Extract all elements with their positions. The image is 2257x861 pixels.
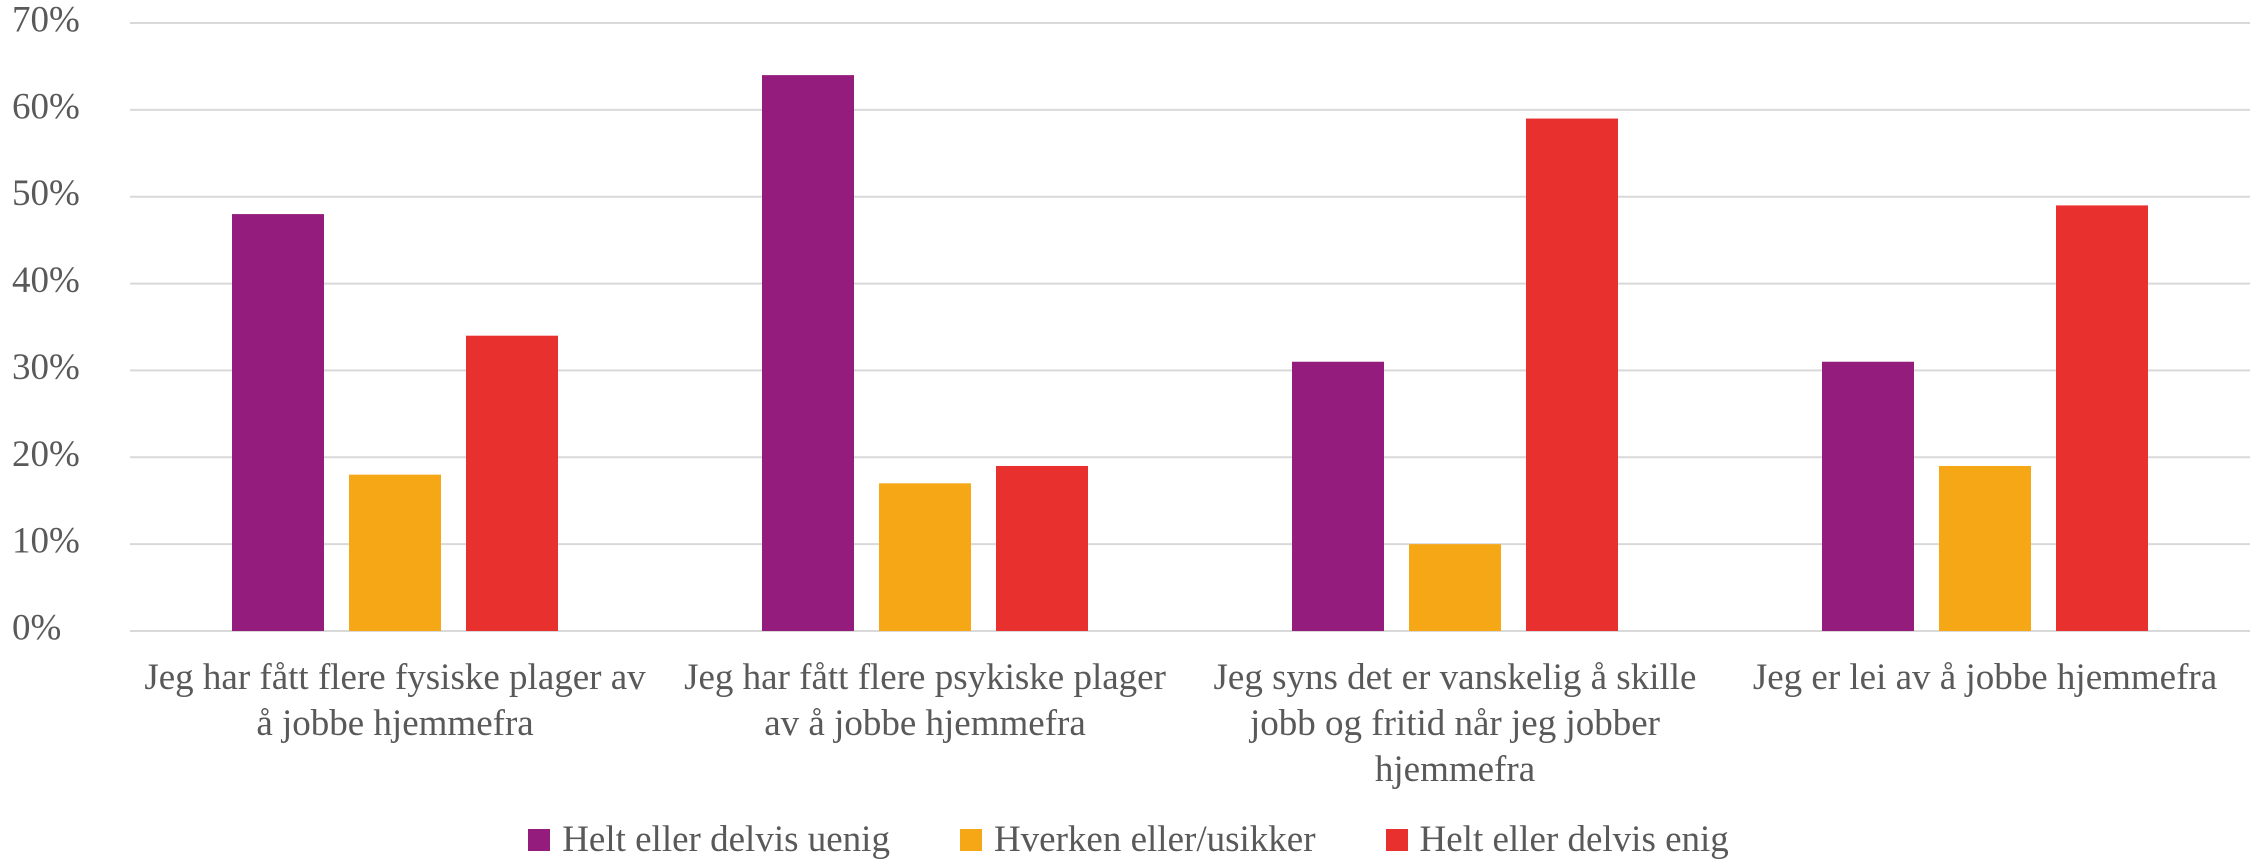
bar [1292,361,1384,631]
x-tick-label: Jeg er lei av å jobbe hjemmefra [1752,657,2218,698]
legend-label: Hverken eller/usikker [993,819,1316,860]
bar [466,335,558,631]
x-tick-label: Jeg syns det er vanskelig å skille jobb … [1213,657,1697,790]
bar [232,214,324,632]
bar [1409,544,1501,631]
y-tick-label: 0% [12,607,61,648]
legend-label: Helt eller delvis enig [1419,819,1729,860]
legend: Helt eller delvis uenig Hverken eller/usi… [0,818,2257,861]
bar [1939,465,2031,631]
legend-item: Hverken eller/usikker [959,818,1316,861]
legend-item: Helt eller delvis enig [1385,818,1729,861]
y-tick-label: 30% [12,347,80,388]
bar [1822,361,1914,631]
y-tick-label: 50% [12,173,80,214]
legend-label: Helt eller delvis uenig [562,819,890,860]
y-tick-label: 10% [12,521,80,562]
y-tick-label: 20% [12,434,80,475]
bar [762,75,854,632]
bar [1526,118,1618,632]
bar [879,483,971,631]
legend-swatch [528,828,551,851]
legend-swatch [959,828,982,851]
legend-swatch [1385,828,1408,851]
y-tick-label: 70% [12,0,80,40]
bar [2056,205,2148,631]
bar [996,465,1088,631]
x-tick-label: Jeg har fått flere fysiske plager av å j… [144,657,646,744]
bar [349,474,441,631]
x-tick-label: Jeg har fått flere psykiske plager av å … [684,657,1166,744]
y-tick-label: 40% [12,260,80,301]
y-tick-label: 60% [12,86,80,127]
legend-item: Helt eller delvis uenig [528,818,890,861]
